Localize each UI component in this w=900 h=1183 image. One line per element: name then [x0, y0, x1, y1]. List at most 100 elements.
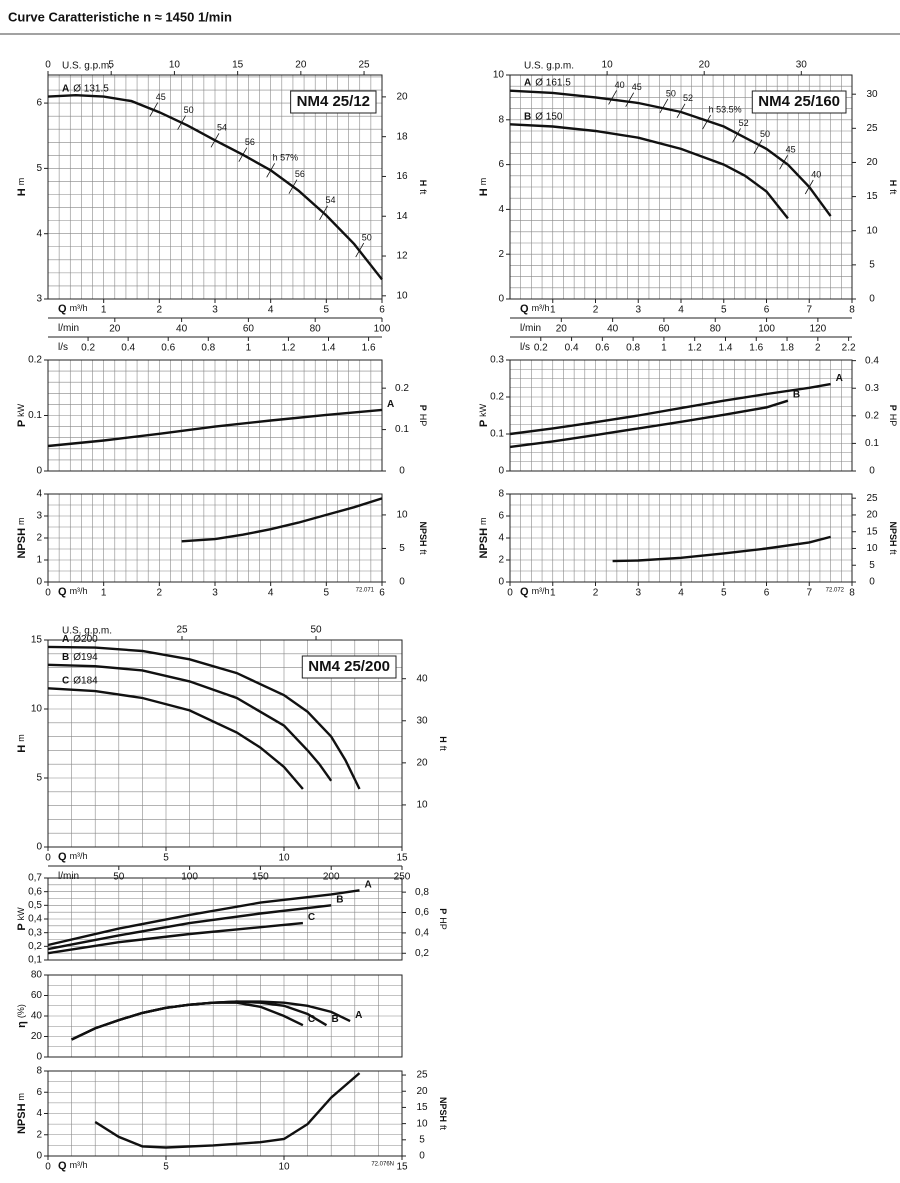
efficiency-mark	[149, 102, 159, 117]
x-axis-name: Q	[58, 303, 67, 315]
series-name: B	[336, 894, 343, 905]
y-axis-unit: (%)	[16, 1004, 26, 1018]
x-tick-label: 2	[815, 343, 821, 354]
y2-axis-name: NPSH	[418, 521, 428, 546]
y2-tick-label: 0,8	[415, 887, 429, 898]
y-axis-unit: m	[16, 517, 26, 525]
x-tick-label: 60	[243, 324, 255, 335]
y-tick-label: 0	[498, 294, 504, 305]
curve	[47, 408, 383, 448]
y2-axis-name: P	[888, 405, 898, 411]
x-tick-label: 1.4	[719, 343, 733, 354]
curve	[71, 1000, 328, 1041]
x-tick-label: 0.6	[595, 343, 609, 354]
y-tick-label: 6	[36, 98, 42, 109]
y-tick-label: 2	[498, 249, 504, 260]
y-axis-label: Hm	[16, 734, 28, 752]
series-name: A	[365, 879, 372, 890]
x-tick-label: 0.6	[161, 343, 175, 354]
series-diameter: Ø 161.5	[535, 77, 571, 88]
series-label: A	[355, 1010, 362, 1021]
y-tick-label: 8	[36, 1066, 42, 1077]
y2-axis-name: H	[418, 180, 428, 187]
efficiency-mark	[659, 98, 669, 114]
x-tick-label: 10	[278, 853, 290, 864]
y-tick-label: 0	[36, 577, 42, 588]
curve	[509, 399, 789, 449]
model-title: NM4 25/160	[758, 93, 840, 110]
y-tick-label: 60	[31, 990, 43, 1001]
y-tick-label: 10	[493, 70, 505, 81]
y2-tick-label: 14	[396, 211, 408, 222]
y-tick-label: 0	[36, 1052, 42, 1063]
figure-code: 72.071	[356, 588, 375, 594]
chart-panel: 0 0.1 0.2 PkW 0 0.1 0.2 P HP A	[16, 355, 428, 477]
x-tick-label: 20	[556, 324, 568, 335]
series-name: C	[62, 675, 69, 686]
x-axis-label: l/min	[520, 323, 541, 334]
y2-tick-label: 0.2	[865, 410, 879, 421]
y2-tick-label: 0	[399, 466, 405, 477]
x-tick-label: 4	[268, 305, 274, 316]
y2-tick-label: 5	[419, 1134, 425, 1145]
top-tick-label: 0	[45, 60, 51, 71]
y-tick-label: 4	[36, 1108, 42, 1119]
x-tick-label: 1	[101, 305, 107, 316]
y-tick-label: 0,2	[28, 941, 42, 952]
top-tick-label: 25	[358, 60, 370, 71]
y-tick-label: 5	[36, 773, 42, 784]
y2-tick-label: 25	[866, 493, 878, 504]
top-tick-label: 25	[176, 625, 188, 636]
efficiency-mark	[608, 90, 617, 105]
y-axis-unit: m	[478, 178, 488, 186]
y2-tick-label: 0,4	[415, 928, 429, 939]
top-tick-label: 30	[796, 60, 808, 71]
efficiency-label: 52	[683, 93, 693, 103]
x-tick-label: 2.2	[842, 343, 856, 354]
series-name: A	[524, 77, 531, 88]
y2-axis-unit: HP	[438, 917, 448, 930]
x-axis-unit: m³/h	[70, 303, 88, 313]
top-tick-label: 15	[232, 60, 244, 71]
y2-tick-label: 0	[399, 577, 405, 588]
y2-axis-label: NPSH ft	[418, 521, 428, 555]
y2-axis-unit: HP	[888, 414, 898, 427]
y-tick-label: 80	[31, 970, 43, 981]
y2-tick-label: 20	[396, 92, 408, 103]
y-tick-label: 0.3	[490, 355, 504, 366]
efficiency-label: 56	[245, 137, 255, 147]
y-tick-label: 0,1	[28, 955, 42, 966]
y2-tick-label: 0,2	[415, 948, 429, 959]
efficiency-mark	[732, 128, 741, 143]
y-axis-label: PkW	[16, 403, 28, 427]
y-axis-label: PkW	[478, 403, 490, 427]
curve	[47, 921, 304, 955]
y-axis-label: η (%)	[16, 1004, 28, 1028]
y2-tick-label: 10	[866, 543, 878, 554]
x-tick-label: 20	[109, 324, 121, 335]
y2-axis-unit: ft	[888, 550, 898, 556]
y-axis-label: NPSH m	[478, 517, 490, 558]
chart-panel: 0 20 40 60 80 η (%) A B C	[16, 970, 403, 1063]
x-tick-label: 0.8	[201, 343, 215, 354]
y-tick-label: 20	[31, 1031, 43, 1042]
chart-panel: 0 1 2 3 4 NPSH m 0 5 10 NPSH ft Q m³/h 0 1 2 3 4 5 6 72.071	[16, 489, 428, 599]
y-tick-label: 0	[498, 466, 504, 477]
y-axis-name: P	[16, 420, 28, 427]
x-tick-label: 1.6	[749, 343, 763, 354]
y-tick-label: 8	[498, 114, 504, 125]
y2-axis-label: P HP	[438, 908, 448, 930]
efficiency-label: 50	[184, 105, 194, 115]
efficiency-mark	[779, 155, 788, 170]
y2-tick-label: 12	[396, 251, 408, 262]
x-axis-unit: m³/h	[70, 1160, 88, 1170]
y-tick-label: 0,4	[28, 914, 42, 925]
y-axis-unit: kW	[16, 907, 26, 921]
x-axis-label: l/s	[520, 342, 530, 353]
x-tick-label: 15	[396, 1162, 408, 1173]
efficiency-mark	[676, 103, 686, 119]
y-tick-label: 0,6	[28, 886, 42, 897]
